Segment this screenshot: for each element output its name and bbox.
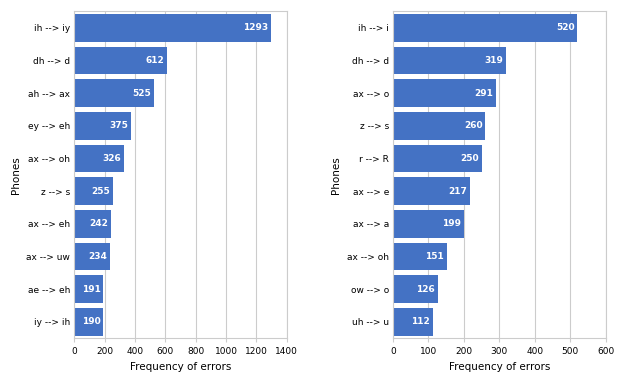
Bar <box>74 144 124 173</box>
Text: 319: 319 <box>485 56 504 65</box>
Bar <box>393 242 447 271</box>
Text: 326: 326 <box>103 154 121 163</box>
Y-axis label: Phones: Phones <box>11 156 20 194</box>
Text: 112: 112 <box>412 317 430 326</box>
Bar <box>74 14 271 42</box>
Text: 255: 255 <box>91 187 111 196</box>
Text: 612: 612 <box>146 56 164 65</box>
Bar <box>74 308 103 336</box>
Text: 151: 151 <box>425 252 444 261</box>
Text: 217: 217 <box>449 187 467 196</box>
Text: 375: 375 <box>109 121 129 130</box>
Bar <box>74 242 109 271</box>
Text: 260: 260 <box>464 121 483 130</box>
Y-axis label: Phones: Phones <box>331 156 341 194</box>
Bar <box>393 177 470 205</box>
Text: 525: 525 <box>133 89 151 98</box>
Bar <box>74 46 167 74</box>
Bar <box>393 14 577 42</box>
Bar <box>393 308 433 336</box>
Bar <box>74 275 103 303</box>
Bar <box>393 79 496 107</box>
Text: 190: 190 <box>82 317 101 326</box>
Bar <box>74 112 131 140</box>
Bar <box>393 144 481 173</box>
Text: 291: 291 <box>475 89 494 98</box>
Text: 191: 191 <box>82 285 101 294</box>
Bar <box>74 79 154 107</box>
Text: 199: 199 <box>442 219 461 228</box>
Bar <box>74 177 113 205</box>
Text: 126: 126 <box>417 285 435 294</box>
Bar <box>393 210 464 238</box>
Bar <box>393 112 485 140</box>
Text: 250: 250 <box>460 154 479 163</box>
Text: 242: 242 <box>90 219 108 228</box>
Text: 1293: 1293 <box>243 23 268 32</box>
Bar <box>393 275 438 303</box>
X-axis label: Frequency of errors: Frequency of errors <box>130 362 231 372</box>
X-axis label: Frequency of errors: Frequency of errors <box>449 362 550 372</box>
Bar <box>74 210 111 238</box>
Text: 520: 520 <box>556 23 575 32</box>
Text: 234: 234 <box>88 252 107 261</box>
Bar <box>393 46 506 74</box>
